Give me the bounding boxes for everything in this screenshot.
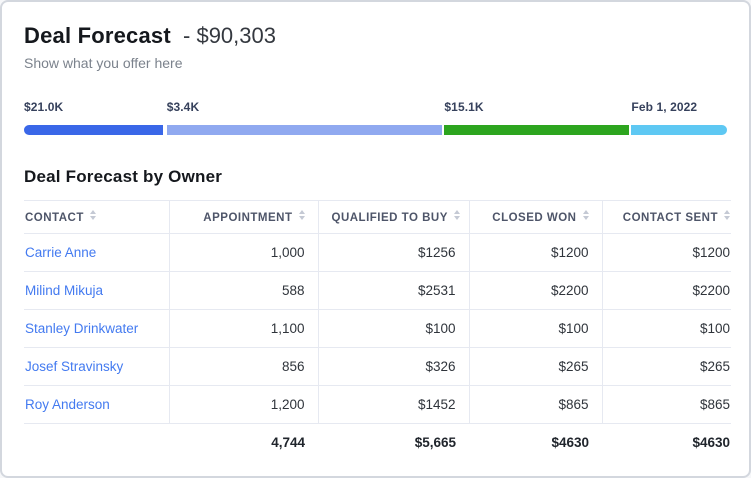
progress-segment-label: $3.4K xyxy=(166,100,200,114)
qualified-to-buy-cell: $1452 xyxy=(318,385,470,424)
contact-sent-cell: $1200 xyxy=(602,233,731,272)
contact-link[interactable]: Milind Mikuja xyxy=(25,283,104,298)
column-header-label: CONTACT xyxy=(25,212,84,224)
closed-won-cell: $1200 xyxy=(469,233,603,272)
progress-segment xyxy=(166,125,443,135)
column-header-contact-sent[interactable]: CONTACT SENT xyxy=(602,200,731,234)
deal-forecast-table: CONTACT APPOINTMENT QUALIFIED TO BUY CLO… xyxy=(24,200,731,461)
appointment-cell: 856 xyxy=(169,347,319,386)
sort-icon xyxy=(582,210,589,220)
contact-cell: Stanley Drinkwater xyxy=(24,309,170,348)
contact-link[interactable]: Josef Stravinsky xyxy=(25,359,124,374)
closed-won-cell: $265 xyxy=(469,347,603,386)
sort-icon xyxy=(453,210,460,220)
contact-link[interactable]: Carrie Anne xyxy=(25,245,97,260)
appointment-cell: 1,200 xyxy=(169,385,319,424)
contact-cell: Carrie Anne xyxy=(24,233,170,272)
closed-won-cell: $865 xyxy=(469,385,603,424)
table-row: Roy Anderson 1,200 $1452 $865 $865 xyxy=(24,385,731,424)
contact-link[interactable]: Roy Anderson xyxy=(25,397,110,412)
column-header-qualified-to-buy[interactable]: QUALIFIED TO BUY xyxy=(318,200,470,234)
totals-closed-won: $4630 xyxy=(551,435,589,450)
progress-bar xyxy=(24,125,727,135)
progress-segment xyxy=(24,125,164,135)
progress-segment-label: $21.0K xyxy=(24,100,64,114)
sort-icon xyxy=(89,210,96,220)
progress-segment-label: $15.1K xyxy=(444,100,484,114)
contact-sent-cell: $865 xyxy=(602,385,731,424)
page-title: Deal Forecast - $90,303 xyxy=(24,22,727,50)
column-header-label: CONTACT SENT xyxy=(622,212,718,224)
table-header-row: CONTACT APPOINTMENT QUALIFIED TO BUY CLO… xyxy=(24,200,731,234)
contact-cell: Roy Anderson xyxy=(24,385,170,424)
sort-icon xyxy=(724,210,730,220)
sort-icon xyxy=(298,210,305,220)
section-title: Deal Forecast by Owner xyxy=(24,167,223,186)
contact-sent-cell: $2200 xyxy=(602,271,731,310)
qualified-to-buy-cell: $326 xyxy=(318,347,470,386)
progress-segment xyxy=(631,125,727,135)
table-row: Stanley Drinkwater 1,100 $100 $100 $100 xyxy=(24,309,731,348)
column-header-closed-won[interactable]: CLOSED WON xyxy=(469,200,603,234)
totals-row: 4,744 $5,665 $4630 $4630 xyxy=(24,424,731,462)
column-header-label: CLOSED WON xyxy=(492,212,577,224)
totals-qualified-to-buy: $5,665 xyxy=(414,435,456,450)
totals-contact-sent: $4630 xyxy=(692,435,730,450)
appointment-cell: 1,000 xyxy=(169,233,319,272)
appointment-cell: 588 xyxy=(169,271,319,310)
totals-empty-cell xyxy=(24,424,169,462)
table-row: Josef Stravinsky 856 $326 $265 $265 xyxy=(24,347,731,386)
contact-cell: Milind Mikuja xyxy=(24,271,170,310)
progress-labels: $21.0K $3.4K $15.1K Feb 1, 2022 xyxy=(24,100,727,116)
column-header-appointment[interactable]: APPOINTMENT xyxy=(169,200,319,234)
progress-segment xyxy=(444,125,629,135)
page-subtitle: Show what you offer here xyxy=(24,55,183,71)
deal-stage-progress: $21.0K $3.4K $15.1K Feb 1, 2022 xyxy=(24,100,727,140)
progress-segment-label: Feb 1, 2022 xyxy=(631,100,698,114)
contact-cell: Josef Stravinsky xyxy=(24,347,170,386)
qualified-to-buy-cell: $2531 xyxy=(318,271,470,310)
page-title-amount: - $90,303 xyxy=(183,23,276,48)
column-header-contact[interactable]: CONTACT xyxy=(24,200,170,234)
appointment-cell: 1,100 xyxy=(169,309,319,348)
contact-link[interactable]: Stanley Drinkwater xyxy=(25,321,139,336)
closed-won-cell: $100 xyxy=(469,309,603,348)
qualified-to-buy-cell: $100 xyxy=(318,309,470,348)
contact-sent-cell: $265 xyxy=(602,347,731,386)
contact-sent-cell: $100 xyxy=(602,309,731,348)
column-header-label: QUALIFIED TO BUY xyxy=(331,212,448,224)
column-header-label: APPOINTMENT xyxy=(203,212,293,224)
table-row: Carrie Anne 1,000 $1256 $1200 $1200 xyxy=(24,233,731,272)
table-row: Milind Mikuja 588 $2531 $2200 $2200 xyxy=(24,271,731,310)
totals-appointment: 4,744 xyxy=(271,435,305,450)
qualified-to-buy-cell: $1256 xyxy=(318,233,470,272)
closed-won-cell: $2200 xyxy=(469,271,603,310)
page-title-text: Deal Forecast xyxy=(24,23,171,48)
